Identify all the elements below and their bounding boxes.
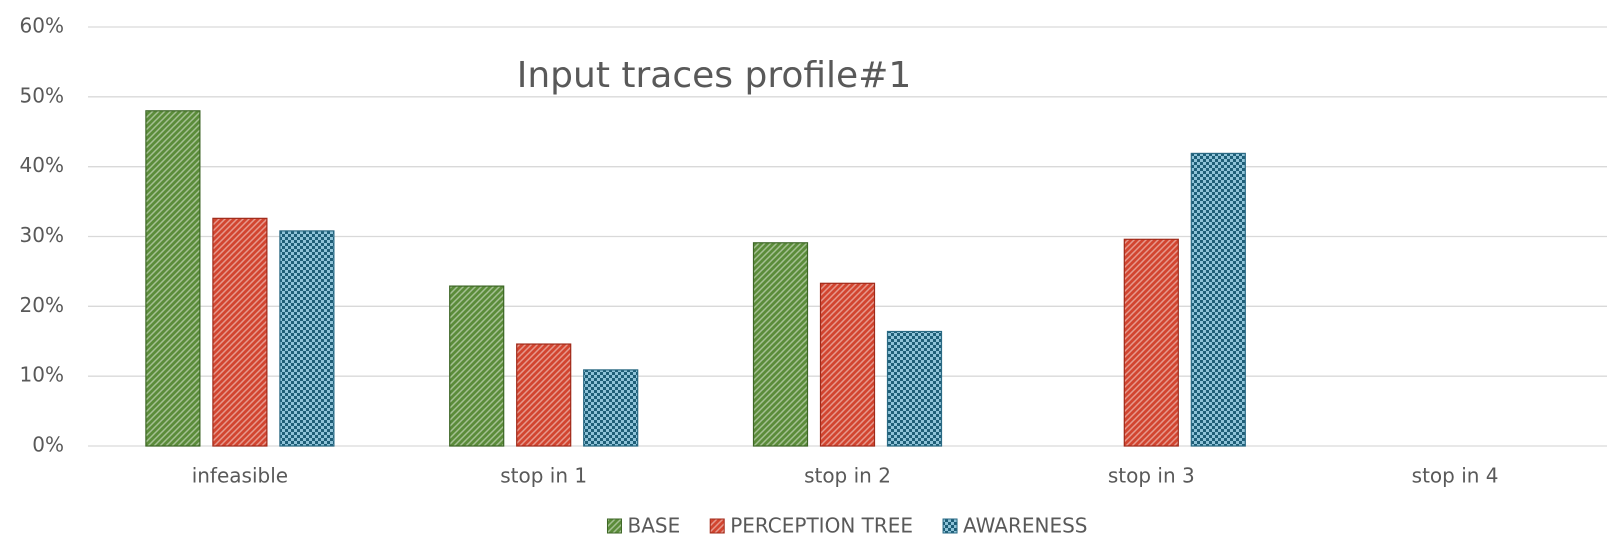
legend-swatch — [709, 518, 725, 534]
x-tick-label: stop in 2 — [804, 464, 891, 488]
bar — [752, 242, 809, 447]
bar — [279, 230, 335, 447]
legend-label: AWARENESS — [963, 514, 1087, 538]
chart-title: Input traces profile#1 — [517, 55, 912, 96]
bar — [819, 282, 876, 447]
legend-swatch — [606, 518, 622, 534]
y-tick-label: 0% — [32, 433, 64, 457]
x-tick-label: stop in 4 — [1412, 464, 1499, 488]
bar — [1123, 238, 1179, 447]
bar — [145, 110, 201, 447]
y-tick-label: 40% — [20, 153, 64, 177]
bar — [1190, 152, 1246, 447]
y-tick-label: 10% — [20, 363, 64, 387]
y-tick-label: 20% — [20, 293, 64, 317]
bar — [212, 217, 268, 447]
y-tick-label: 30% — [20, 223, 64, 247]
x-tick-label: stop in 3 — [1108, 464, 1195, 488]
bar — [886, 330, 943, 447]
bar — [583, 369, 639, 447]
x-tick-label: infeasible — [192, 464, 288, 488]
bar — [449, 285, 505, 447]
legend-swatch — [942, 518, 958, 534]
y-tick-label: 50% — [20, 83, 64, 107]
y-tick-label: 60% — [20, 14, 64, 38]
bar — [516, 343, 572, 447]
x-tick-label: stop in 1 — [500, 464, 587, 488]
legend-label: PERCEPTION TREE — [730, 514, 913, 538]
legend-label: BASE — [627, 514, 680, 538]
